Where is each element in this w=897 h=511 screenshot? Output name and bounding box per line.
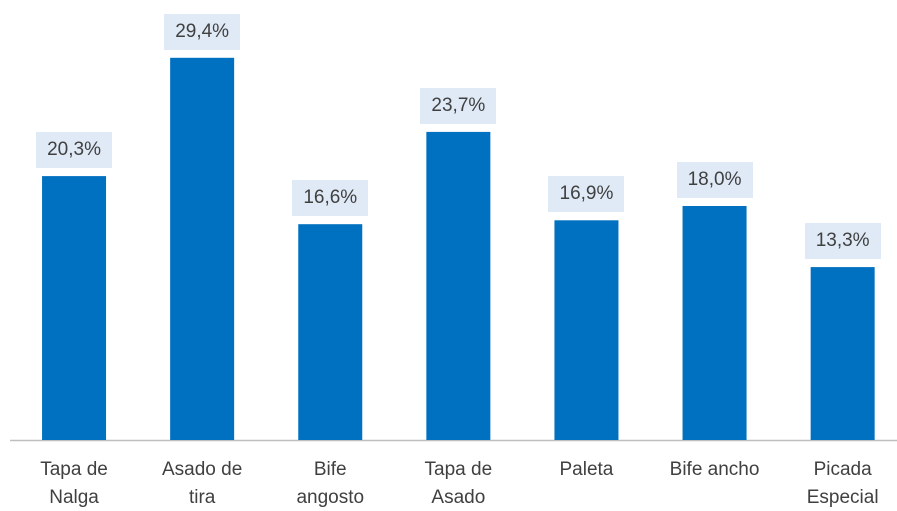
data-label: 16,6% xyxy=(292,180,369,217)
x-tick-label: Bife ancho xyxy=(669,459,760,480)
data-label: 13,3% xyxy=(804,223,881,260)
bar xyxy=(42,176,107,440)
x-tick-label: Tapa de Nalga xyxy=(40,459,108,508)
data-label: 18,0% xyxy=(676,162,753,198)
bar xyxy=(554,220,619,440)
x-tick-label: Asado de tira xyxy=(161,459,243,508)
bar xyxy=(810,267,875,440)
data-label: 20,3% xyxy=(36,132,113,169)
x-tick-label: Paleta xyxy=(559,459,614,480)
x-tick-label: Picada Especial xyxy=(806,459,879,508)
x-tick-label: Tapa de Asado xyxy=(424,459,493,508)
bar xyxy=(298,224,363,440)
bar xyxy=(682,206,747,440)
data-label: 16,9% xyxy=(548,176,625,213)
data-label: 23,7% xyxy=(420,87,497,124)
bar xyxy=(170,57,235,441)
data-label: 29,4% xyxy=(164,13,241,50)
bar xyxy=(426,131,491,440)
x-tick-label: Bife angosto xyxy=(296,459,365,508)
